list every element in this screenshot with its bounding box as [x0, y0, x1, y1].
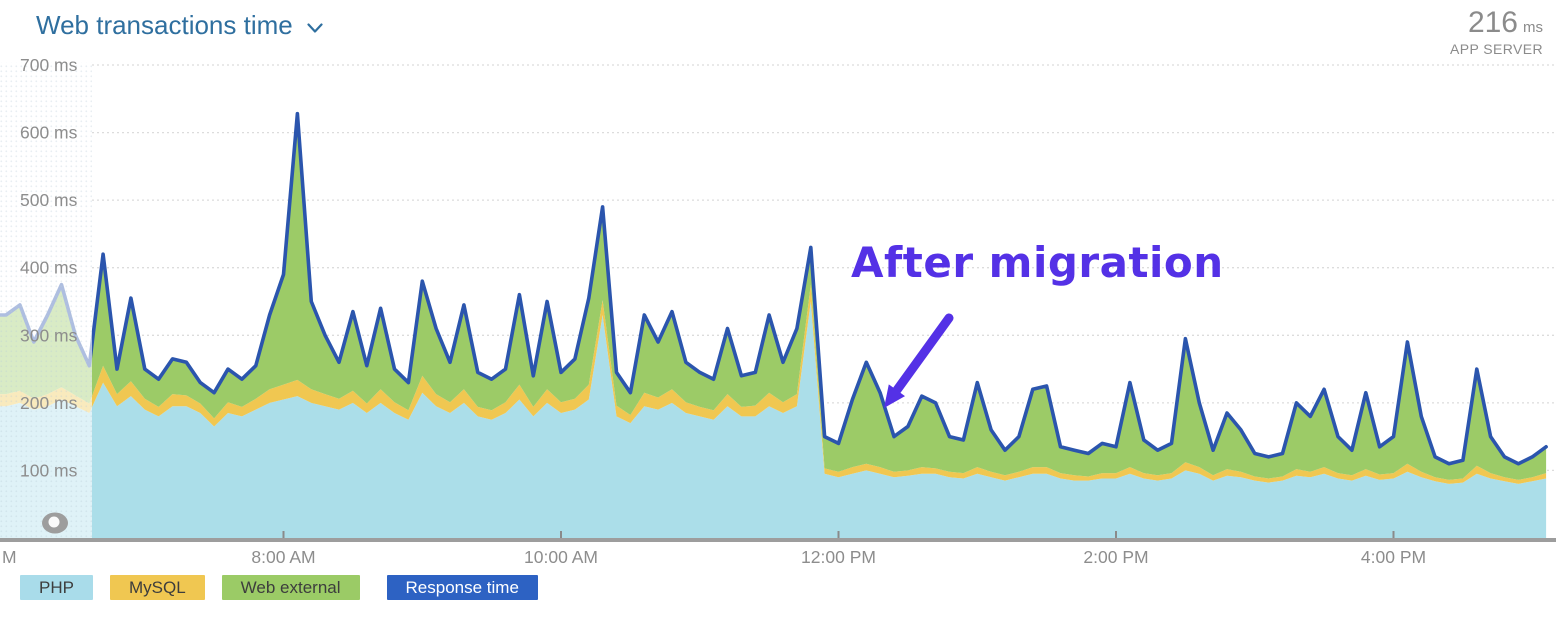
- annotation-after-migration: After migration: [851, 238, 1224, 287]
- legend: PHP MySQL Web external Response time: [0, 575, 538, 600]
- x-tick-mark: [1115, 531, 1117, 538]
- legend-php[interactable]: PHP: [20, 575, 93, 600]
- y-tick-label-300: 300 ms: [20, 325, 78, 345]
- x-tick-label-2-00-pm: 2:00 PM: [1083, 547, 1148, 567]
- y-tick-label-100: 100 ms: [20, 460, 78, 480]
- x-tick-mark: [1392, 531, 1395, 538]
- x-tick-label-12-00-pm: 12:00 PM: [801, 547, 876, 567]
- legend-response-time[interactable]: Response time: [386, 575, 538, 600]
- area-web-external: [0, 113, 1547, 480]
- y-tick-label-600: 600 ms: [20, 123, 78, 143]
- current-value-unit: ms: [1523, 19, 1543, 36]
- page-title: Web transactions time: [36, 10, 293, 40]
- time-window-handle-center: [48, 516, 60, 528]
- legend-web-external[interactable]: Web external: [221, 575, 360, 600]
- chart-title-dropdown[interactable]: Web transactions time: [36, 10, 323, 41]
- chevron-down-icon: [307, 23, 323, 33]
- x-tick-mark: [560, 531, 562, 538]
- y-tick-label-400: 400 ms: [20, 258, 78, 278]
- x-tick-label-m: M: [2, 547, 17, 567]
- x-tick-mark: [837, 531, 840, 538]
- current-value-block: 216 ms APP SERVER: [1450, 6, 1543, 57]
- x-tick-label-8-00-am: 8:00 AM: [251, 547, 315, 567]
- area-php: [0, 301, 1547, 538]
- x-axis-line: [0, 538, 1556, 542]
- y-tick-label-500: 500 ms: [20, 190, 78, 210]
- transactions-chart[interactable]: 100 ms 200 ms 300 ms 400 ms 500 ms 600 ms 700 …: [0, 0, 1556, 572]
- x-tick-label-10-00-am: 10:00 AM: [524, 547, 598, 567]
- faded-window-texture: [0, 62, 92, 538]
- response-time-line: [0, 111, 1548, 466]
- x-tick-label-4-00-pm: 4:00 PM: [1361, 547, 1426, 567]
- x-tick-mark: [282, 531, 285, 538]
- current-value: 216: [1467, 6, 1518, 39]
- current-value-scope: APP SERVER: [1450, 41, 1543, 57]
- legend-mysql[interactable]: MySQL: [109, 575, 205, 600]
- y-tick-label-700: 700 ms: [20, 55, 78, 75]
- y-tick-label-200: 200 ms: [20, 393, 78, 413]
